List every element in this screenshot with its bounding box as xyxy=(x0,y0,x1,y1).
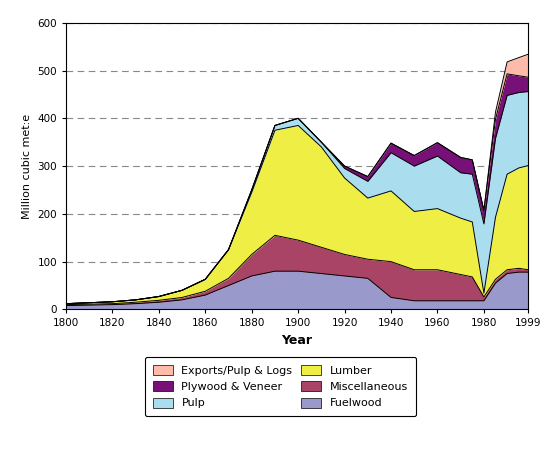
Legend: Exports/Pulp & Logs, Plywood & Veneer, Pulp, Lumber, Miscellaneous, Fuelwood: Exports/Pulp & Logs, Plywood & Veneer, P… xyxy=(145,357,416,416)
X-axis label: Year: Year xyxy=(282,334,312,347)
Y-axis label: Million cubic met:e: Million cubic met:e xyxy=(22,113,32,219)
